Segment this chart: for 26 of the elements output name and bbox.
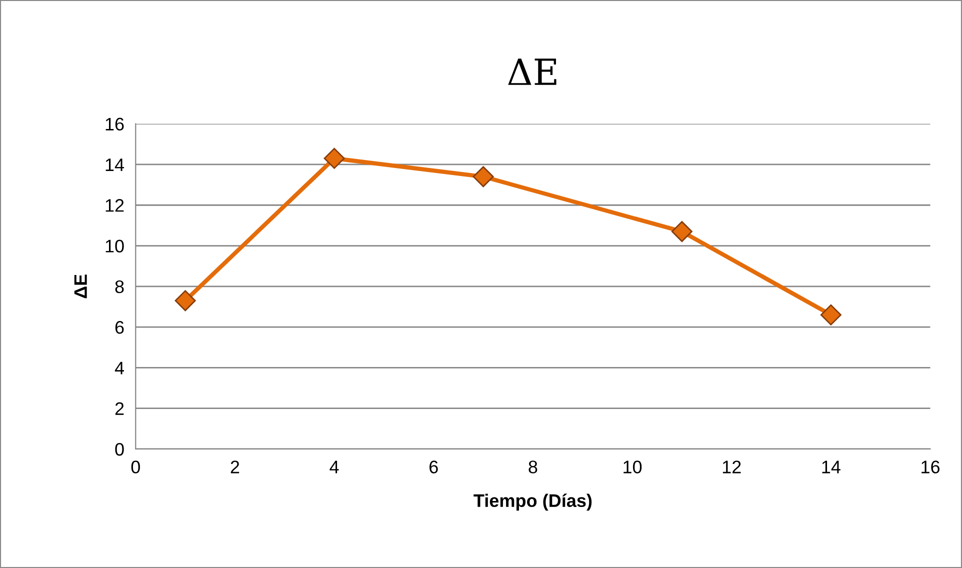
y-tick-label: 16 (106, 118, 124, 131)
x-tick-label: 16 (922, 460, 940, 474)
y-tick-label: 6 (115, 320, 124, 334)
point (324, 148, 345, 169)
x-tick-label: 4 (330, 460, 339, 474)
y-axis-title: ΔE (74, 274, 87, 298)
y-tick-label: 2 (115, 402, 124, 415)
y-tick-label: 8 (115, 280, 124, 294)
x-tick-label: 6 (430, 460, 438, 474)
x-axis-title: Tiempo (Días) (474, 494, 592, 511)
x-tick-label: 2 (230, 460, 240, 474)
x-tick-label: 10 (624, 460, 642, 474)
x-tick-label: 12 (722, 460, 741, 474)
point (174, 290, 196, 312)
y-tick-label: 12 (106, 199, 124, 212)
point (671, 221, 692, 242)
y-tick-label: 0 (115, 442, 124, 456)
point (472, 166, 494, 188)
x-tick-label: 14 (822, 460, 840, 474)
y-tick-label: 14 (106, 158, 124, 172)
y-tick-label: 4 (114, 362, 124, 374)
chart-title: ΔE (508, 58, 556, 85)
x-tick-label: 0 (131, 460, 140, 474)
point (820, 304, 842, 326)
x-tick-label: 8 (528, 460, 538, 474)
y-tick-label: 10 (106, 240, 124, 252)
